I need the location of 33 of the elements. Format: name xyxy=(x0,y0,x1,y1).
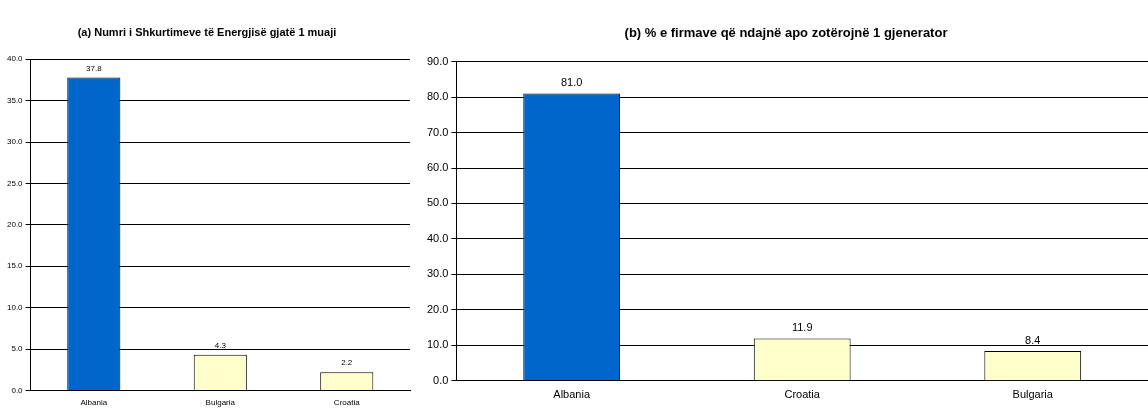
x-tick-label: Bulgaria xyxy=(205,398,236,408)
y-tick-label: 15.0 xyxy=(6,261,24,271)
y-tick-label: 0.0 xyxy=(11,385,24,395)
x-tick-label: Croatia xyxy=(784,388,821,401)
y-tick-label: 20.0 xyxy=(426,302,449,315)
y-tick-label: 10.0 xyxy=(6,302,24,312)
x-tick-label: Albania xyxy=(80,398,108,408)
y-tick-label: 20.0 xyxy=(6,220,24,229)
y-tick-label: 80.0 xyxy=(426,90,449,103)
y-tick-label: 35.0 xyxy=(6,95,24,105)
data-label: 2.2 xyxy=(341,358,353,368)
y-tick-label: 30.0 xyxy=(6,137,24,147)
y-tick-label: 40.0 xyxy=(426,231,449,244)
chart-title: (b) % e firmave që ndajnë apo zotërojnë 1 gjenerator xyxy=(624,25,948,41)
y-tick-label: 50.0 xyxy=(426,196,449,209)
y-tick-label: 5.0 xyxy=(11,344,24,354)
x-tick-label: Croatia xyxy=(333,398,361,408)
data-label: 8.4 xyxy=(1025,333,1041,346)
data-label: 81.0 xyxy=(560,76,583,89)
y-tick-label: 60.0 xyxy=(426,161,449,174)
y-tick-label: 25.0 xyxy=(6,178,24,188)
y-tick-label: 40.0 xyxy=(6,54,24,64)
data-label: 11.9 xyxy=(791,321,813,334)
chart-title: (a) Numri i Shkurtimeve të Energjisë gjatë 1 muaji xyxy=(77,25,337,38)
data-label: 4.3 xyxy=(214,341,227,350)
y-tick-label: 0.0 xyxy=(433,373,449,386)
y-tick-label: 10.0 xyxy=(426,338,449,351)
y-tick-label: 30.0 xyxy=(426,267,449,280)
data-label: 37.8 xyxy=(86,63,103,73)
y-tick-label: 70.0 xyxy=(426,125,449,138)
y-tick-label: 90.0 xyxy=(426,54,449,67)
x-tick-label: Bulgaria xyxy=(1012,388,1054,401)
x-tick-label: Albania xyxy=(553,388,591,401)
